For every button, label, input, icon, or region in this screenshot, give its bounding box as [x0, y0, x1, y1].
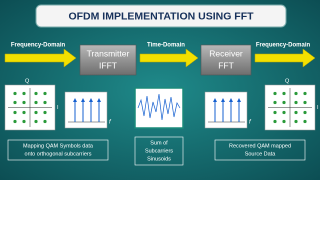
constellation-point [303, 110, 307, 115]
constellation-point [34, 110, 38, 115]
caption-box [134, 136, 184, 166]
block [79, 44, 137, 76]
constellation-point [273, 119, 277, 124]
constellation-point [43, 119, 47, 124]
axis-label: Q [25, 78, 30, 84]
constellation-point [294, 110, 298, 115]
constellation-point [294, 91, 298, 96]
constellation-point [294, 119, 298, 124]
caption: Source Data [245, 151, 277, 157]
axis-label: f [249, 120, 252, 126]
domain-label: Frequency-Domain [256, 43, 311, 49]
constellation-point [34, 91, 38, 96]
domain-label: Time-Domain [147, 43, 185, 49]
arrow [4, 48, 77, 68]
axis-label: I [57, 105, 59, 111]
title: OFDM IMPLEMENTATION USING FFT [68, 10, 254, 22]
constellation-point [22, 110, 26, 115]
constellation-point [43, 110, 47, 115]
axis-label: f [109, 120, 112, 126]
constellation-point [22, 91, 26, 96]
constellation-point [303, 119, 307, 124]
domain-label: Frequency-Domain [11, 43, 66, 49]
title-banner [35, 4, 287, 28]
caption: onto orthogonal subcarriers [25, 151, 92, 157]
constellation-point [282, 100, 286, 105]
constellation-point [43, 100, 47, 105]
constellation-point [13, 91, 17, 96]
constellation-point [273, 91, 277, 96]
block-label: Transmitter [87, 48, 130, 58]
sinusoid-panel [134, 87, 184, 129]
caption: Subcarriers [145, 148, 173, 154]
sinusoid [137, 93, 181, 121]
slide: OFDM IMPLEMENTATION USING FFT Frequency-… [0, 0, 320, 180]
constellation-point [34, 100, 38, 105]
caption: Recovered QAM mapped [229, 143, 291, 149]
constellation-point [13, 119, 17, 124]
arrow [254, 48, 316, 68]
spectrum-panel [64, 91, 108, 129]
constellation-point [303, 91, 307, 96]
axis-label: Q [285, 78, 290, 84]
constellation-point [22, 119, 26, 124]
block-label: Receiver [209, 48, 243, 58]
constellation-point [13, 110, 17, 115]
caption: Mapping QAM Symbols data [23, 143, 94, 149]
constellation-point [282, 110, 286, 115]
constellation-point [13, 100, 17, 105]
caption-box [214, 139, 306, 161]
arrows [4, 48, 316, 68]
caption: Sinusoids [147, 156, 171, 162]
block [200, 44, 252, 76]
spectrum-panel [204, 91, 248, 129]
axis-label: I [317, 105, 319, 111]
constellation-point [294, 100, 298, 105]
constellation-point [282, 91, 286, 96]
block-label: IFFT [99, 60, 117, 70]
arrow [139, 48, 199, 68]
constellation-point [303, 100, 307, 105]
constellation-point [43, 91, 47, 96]
constellation-point [273, 110, 277, 115]
block-label: FFT [218, 60, 234, 70]
constellation-point [282, 119, 286, 124]
constellation-point [34, 119, 38, 124]
constellation-point [273, 100, 277, 105]
caption: Sum of [150, 140, 168, 146]
caption-box [7, 139, 109, 161]
constellation-point [22, 100, 26, 105]
